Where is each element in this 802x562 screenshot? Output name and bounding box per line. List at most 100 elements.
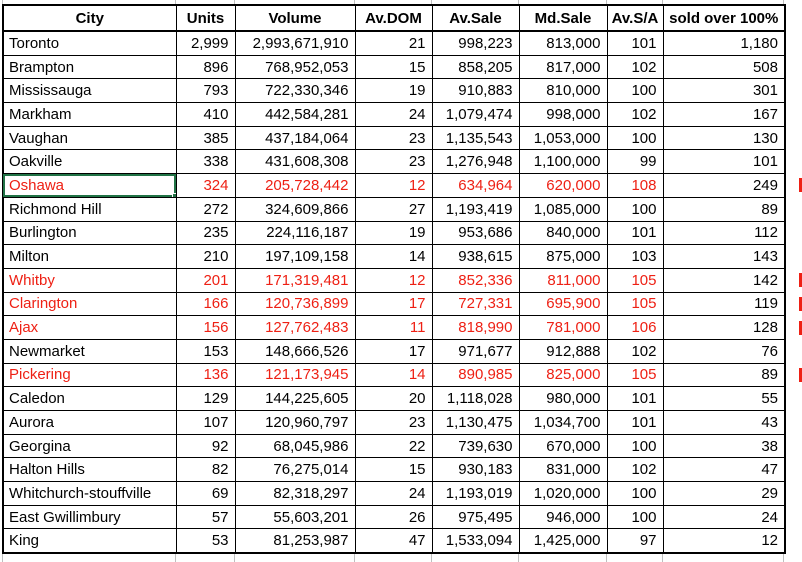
cell-units[interactable]: 156 (175, 315, 236, 340)
cell-city[interactable]: Toronto (2, 30, 177, 56)
cell-av-sa[interactable]: 105 (606, 291, 664, 317)
header-av-dom[interactable]: Av.DOM (354, 4, 433, 32)
cell-city[interactable]: Newmarket (2, 338, 177, 364)
cell-av-sale[interactable]: 953,686 (431, 220, 520, 246)
cell-units[interactable]: 136 (175, 362, 236, 388)
cell-av-sa[interactable]: 108 (606, 173, 664, 198)
cell-sold-over[interactable]: 1,180 (662, 30, 786, 56)
cell-md-sale[interactable]: 813,000 (518, 30, 608, 56)
cell-av-dom[interactable]: 11 (354, 315, 433, 340)
cell-city[interactable]: Clarington (2, 291, 177, 317)
cell-volume[interactable]: 76,275,014 (234, 457, 356, 483)
cell-units[interactable]: 338 (175, 149, 236, 175)
cell-av-sa[interactable]: 102 (606, 102, 664, 127)
cell-volume[interactable]: 722,330,346 (234, 78, 356, 104)
cell-sold-over[interactable]: 249 (662, 173, 786, 198)
cell-volume[interactable]: 120,736,899 (234, 291, 356, 317)
cell-city[interactable]: Milton (2, 244, 177, 269)
cell-sold-over[interactable]: 24 (662, 504, 786, 530)
cell-sold-over[interactable]: 38 (662, 433, 786, 459)
cell-volume[interactable]: 431,608,308 (234, 149, 356, 175)
cell-av-dom[interactable]: 17 (354, 291, 433, 317)
cell-av-dom[interactable]: 12 (354, 173, 433, 198)
header-units[interactable]: Units (175, 4, 236, 32)
cell-units[interactable]: 385 (175, 125, 236, 151)
cell-sold-over[interactable]: 128 (662, 315, 786, 340)
cell-av-sa[interactable]: 100 (606, 504, 664, 530)
cell-volume[interactable]: 127,762,483 (234, 315, 356, 340)
cell-units[interactable]: 53 (175, 528, 236, 554)
cell-av-dom[interactable]: 22 (354, 433, 433, 459)
cell-md-sale[interactable]: 998,000 (518, 102, 608, 127)
cell-city[interactable]: King (2, 528, 177, 554)
cell-volume[interactable]: 121,173,945 (234, 362, 356, 388)
cell-sold-over[interactable]: 55 (662, 386, 786, 411)
cell-av-sale[interactable]: 971,677 (431, 338, 520, 364)
cell-av-sa[interactable]: 100 (606, 481, 664, 506)
cell-av-sale[interactable]: 1,079,474 (431, 102, 520, 127)
cell-md-sale[interactable]: 825,000 (518, 362, 608, 388)
cell-md-sale[interactable]: 1,020,000 (518, 481, 608, 506)
cell-sold-over[interactable]: 29 (662, 481, 786, 506)
cell-md-sale[interactable]: 1,034,700 (518, 410, 608, 435)
cell-md-sale[interactable]: 1,100,000 (518, 149, 608, 175)
cell-volume[interactable]: 437,184,064 (234, 125, 356, 151)
cell-av-sale[interactable]: 858,205 (431, 54, 520, 80)
cell-city[interactable]: Brampton (2, 54, 177, 80)
cell-av-sa[interactable]: 101 (606, 386, 664, 411)
cell-md-sale[interactable]: 810,000 (518, 78, 608, 104)
cell-volume[interactable]: 144,225,605 (234, 386, 356, 411)
cell-sold-over[interactable]: 130 (662, 125, 786, 151)
cell-sold-over[interactable]: 508 (662, 54, 786, 80)
cell-sold-over[interactable]: 47 (662, 457, 786, 483)
cell-sold-over[interactable]: 167 (662, 102, 786, 127)
cell-av-dom[interactable]: 14 (354, 362, 433, 388)
header-md-sale[interactable]: Md.Sale (518, 4, 608, 32)
cell-av-sale[interactable]: 930,183 (431, 457, 520, 483)
cell-md-sale[interactable]: 980,000 (518, 386, 608, 411)
cell-av-dom[interactable]: 24 (354, 102, 433, 127)
cell-sold-over[interactable]: 119 (662, 291, 786, 317)
cell-units[interactable]: 166 (175, 291, 236, 317)
cell-av-sale[interactable]: 727,331 (431, 291, 520, 317)
cell-sold-over[interactable]: 89 (662, 362, 786, 388)
cell-units[interactable]: 2,999 (175, 30, 236, 56)
cell-units[interactable]: 107 (175, 410, 236, 435)
cell-md-sale[interactable]: 817,000 (518, 54, 608, 80)
cell-city[interactable]: Oakville (2, 149, 177, 175)
cell-av-dom[interactable]: 21 (354, 30, 433, 56)
cell-av-sale[interactable]: 1,533,094 (431, 528, 520, 554)
cell-sold-over[interactable]: 143 (662, 244, 786, 269)
cell-av-dom[interactable]: 24 (354, 481, 433, 506)
cell-units[interactable]: 272 (175, 196, 236, 222)
cell-volume[interactable]: 171,319,481 (234, 267, 356, 293)
cell-av-sale[interactable]: 998,223 (431, 30, 520, 56)
cell-volume[interactable]: 148,666,526 (234, 338, 356, 364)
cell-av-dom[interactable]: 19 (354, 78, 433, 104)
cell-volume[interactable]: 55,603,201 (234, 504, 356, 530)
cell-av-sa[interactable]: 102 (606, 457, 664, 483)
cell-city[interactable]: Pickering (2, 362, 177, 388)
fill-handle[interactable] (171, 192, 175, 197)
cell-sold-over[interactable]: 76 (662, 338, 786, 364)
cell-sold-over[interactable]: 301 (662, 78, 786, 104)
cell-av-sale[interactable]: 938,615 (431, 244, 520, 269)
cell-units[interactable]: 324 (175, 173, 236, 198)
header-av-sale[interactable]: Av.Sale (431, 4, 520, 32)
cell-city[interactable]: Aurora (2, 410, 177, 435)
cell-av-sa[interactable]: 99 (606, 149, 664, 175)
cell-sold-over[interactable]: 89 (662, 196, 786, 222)
cell-units[interactable]: 57 (175, 504, 236, 530)
cell-av-sale[interactable]: 1,130,475 (431, 410, 520, 435)
cell-av-dom[interactable]: 23 (354, 125, 433, 151)
cell-md-sale[interactable]: 695,900 (518, 291, 608, 317)
cell-city[interactable]: Halton Hills (2, 457, 177, 483)
cell-units[interactable]: 153 (175, 338, 236, 364)
cell-volume[interactable]: 324,609,866 (234, 196, 356, 222)
cell-city[interactable]: Whitchurch-stouffville (2, 481, 177, 506)
cell-sold-over[interactable]: 12 (662, 528, 786, 554)
cell-av-dom[interactable]: 47 (354, 528, 433, 554)
cell-av-sale[interactable]: 1,276,948 (431, 149, 520, 175)
cell-units[interactable]: 201 (175, 267, 236, 293)
cell-av-sale[interactable]: 1,118,028 (431, 386, 520, 411)
